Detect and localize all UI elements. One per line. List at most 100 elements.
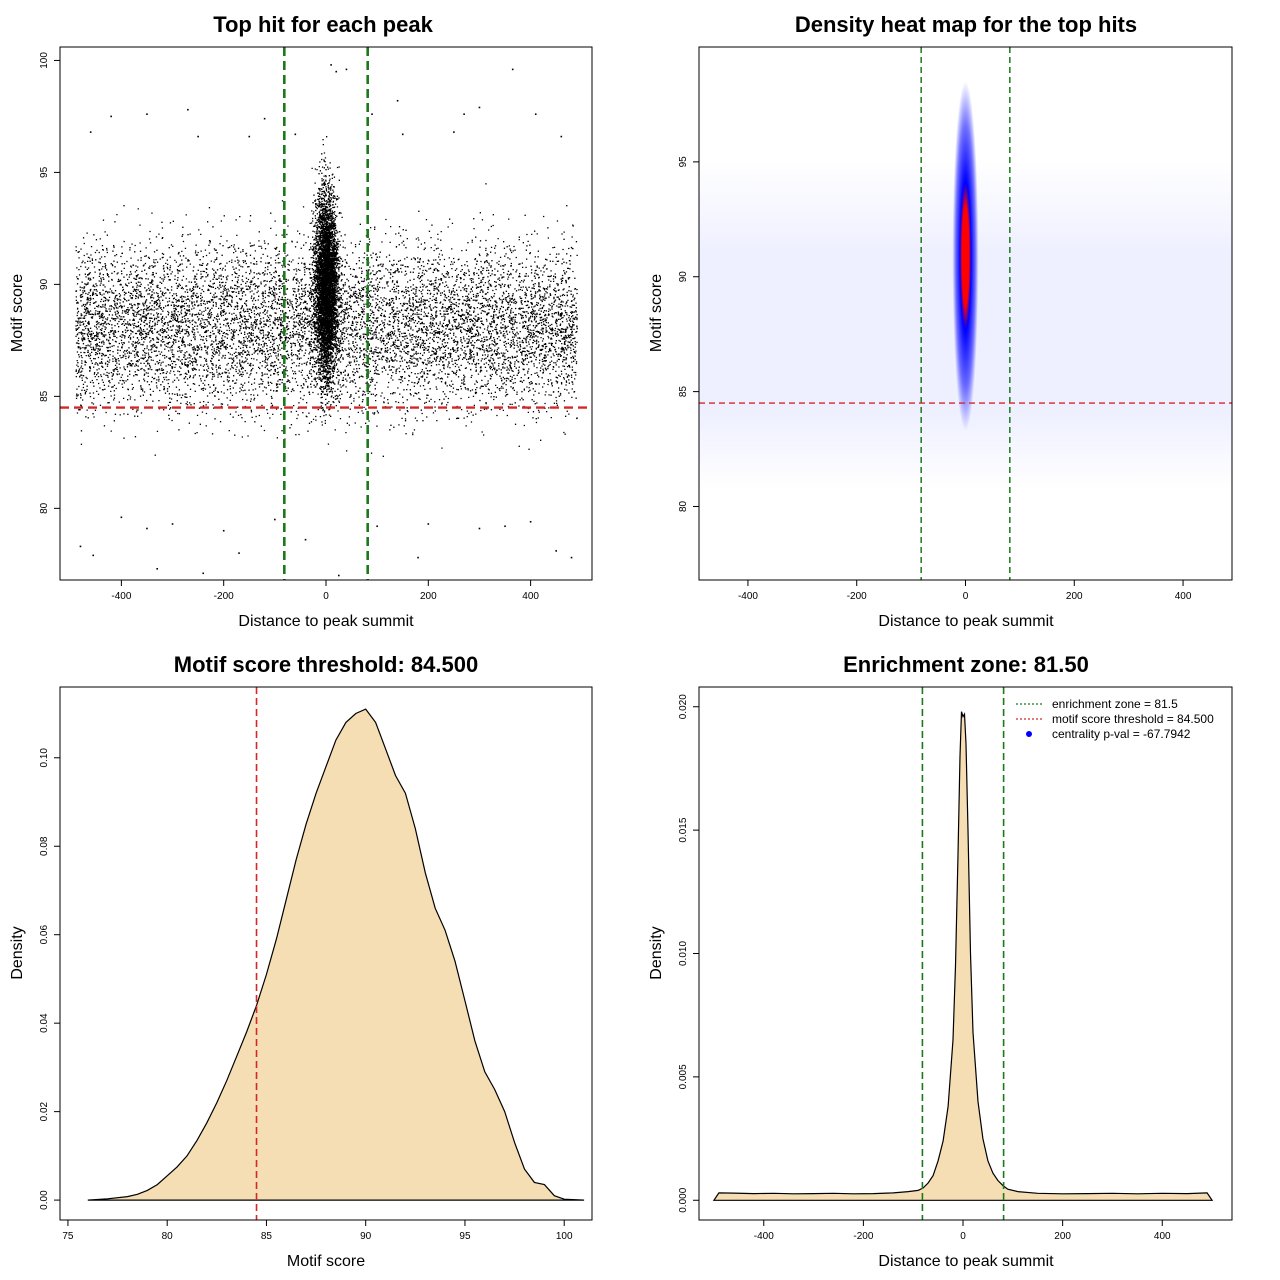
y-tick-label: 0.010 (678, 941, 689, 966)
reference-lines (921, 687, 1005, 1220)
x-tick-label: -400 (754, 1231, 774, 1242)
x-tick-label: -200 (853, 1231, 873, 1242)
legend-entry-pval: centrality p-val = -67.7942 (1052, 727, 1191, 741)
y-axis-label: Motif score (9, 274, 26, 352)
x-tick-label: 200 (1066, 591, 1083, 602)
panel-scatter: Top hit for each peak -400 -200 0 200 400 80 8… (9, 12, 593, 630)
y-tick-label: 0.08 (39, 836, 50, 856)
scatter-point (146, 113, 148, 115)
x-tick-label: 0 (963, 591, 969, 602)
scatter-point (202, 572, 205, 575)
legend: enrichment zone = 81.5 motif score thres… (1016, 697, 1214, 741)
scatter-point (187, 108, 189, 111)
scatter-point (504, 525, 506, 528)
x-tick-label: 75 (62, 1231, 74, 1242)
scatter-point (396, 99, 399, 102)
scatter-point-cloud (75, 136, 578, 457)
legend-key-pval (1026, 731, 1032, 737)
axes: -400 -200 0 200 400 0.000 0.005 0.010 0.015 0.020 (678, 694, 1171, 1242)
panel-score-density: Motif score threshold: 84.500 75 80 85 90 95… (9, 652, 593, 1270)
y-tick-label: 100 (39, 52, 50, 69)
x-tick-label: -200 (847, 591, 867, 602)
x-tick-label: 100 (556, 1231, 573, 1242)
x-tick-label: 85 (261, 1231, 273, 1242)
y-tick-label: 0.10 (39, 748, 50, 768)
x-axis-label: Motif score (287, 1253, 365, 1270)
reference-lines (60, 47, 592, 580)
x-tick-label: -400 (738, 591, 758, 602)
y-axis-label: Density (648, 926, 665, 979)
scatter-point (453, 131, 455, 133)
scatter-point (417, 556, 419, 559)
x-tick-label: 95 (459, 1231, 471, 1242)
scatter-point (560, 135, 563, 138)
x-axis-label: Distance to peak summit (878, 613, 1054, 630)
panel-distance-density: Enrichment zone: 81.50 -400 -200 0 200 400 0.… (648, 652, 1233, 1270)
scatter-point (171, 523, 174, 525)
y-tick-label: 0.005 (678, 1064, 689, 1089)
scatter-point (376, 525, 378, 528)
x-tick-label: 200 (1054, 1231, 1071, 1242)
scatter-points (75, 64, 578, 577)
axes: -400 -200 0 200 400 80 85 90 95 100 (39, 52, 539, 602)
scatter-point (534, 113, 537, 115)
scatter-point (248, 135, 251, 138)
y-tick-label: 0.020 (678, 694, 689, 719)
panel-title: Motif score threshold: 84.500 (174, 652, 478, 677)
scatter-point (197, 135, 199, 138)
scatter-point (330, 64, 332, 66)
density-area (712, 711, 1214, 1201)
scatter-point (478, 106, 481, 109)
y-tick-label: 95 (678, 156, 689, 168)
y-tick-label: 80 (39, 502, 50, 514)
scatter-point (120, 516, 123, 519)
plot-area (699, 47, 1232, 580)
x-tick-label: 90 (360, 1231, 372, 1242)
x-tick-label: 400 (1154, 1231, 1171, 1242)
y-tick-label: 0.015 (678, 817, 689, 842)
y-tick-label: 85 (678, 386, 689, 398)
y-tick-label: 0.00 (39, 1190, 50, 1210)
x-tick-label: 400 (1175, 591, 1192, 602)
scatter-point (294, 133, 297, 136)
reference-lines (699, 47, 1232, 580)
scatter-point (222, 529, 225, 532)
plot-area (87, 687, 585, 1220)
x-tick-label: 400 (522, 591, 539, 602)
panel-title: Enrichment zone: 81.50 (843, 652, 1089, 677)
x-tick-label: -400 (111, 591, 131, 602)
y-tick-label: 0.06 (39, 925, 50, 945)
axes: 75 80 85 90 95 100 0.00 0.02 0.04 0.06 0.08 0.10 (39, 748, 573, 1242)
scatter-point (478, 527, 481, 530)
scatter-point (92, 554, 95, 557)
panel-title: Top hit for each peak (213, 12, 433, 37)
y-tick-label: 0.04 (39, 1013, 50, 1033)
x-tick-label: 0 (960, 1231, 966, 1242)
scatter-point (304, 538, 307, 541)
scatter-point (555, 550, 557, 552)
scatter-point (263, 117, 266, 120)
scatter-point (463, 113, 465, 115)
scatter-point (156, 568, 158, 570)
plot-area (60, 47, 592, 580)
scatter-point (427, 523, 430, 525)
y-axis-label: Density (9, 926, 26, 979)
y-tick-label: 85 (39, 390, 50, 402)
scatter-point (511, 68, 514, 71)
axes: -400 -200 0 200 400 80 85 90 95 (678, 156, 1192, 602)
scatter-point (337, 574, 340, 577)
y-tick-label: 0.000 (678, 1187, 689, 1212)
scatter-point (238, 552, 240, 554)
scatter-point (89, 131, 92, 133)
x-tick-label: 200 (420, 591, 437, 602)
scatter-point (371, 113, 373, 115)
scatter-point (146, 527, 148, 530)
scatter-point (570, 556, 573, 559)
x-axis-label: Distance to peak summit (238, 613, 414, 630)
scatter-point (335, 70, 338, 73)
panel-heatmap: Density heat map for the top hits -400 -2… (648, 12, 1233, 630)
panel-title: Density heat map for the top hits (795, 12, 1137, 37)
legend-entry-threshold: motif score threshold = 84.500 (1052, 712, 1214, 726)
scatter-point (401, 133, 404, 136)
x-tick-label: 80 (162, 1231, 174, 1242)
